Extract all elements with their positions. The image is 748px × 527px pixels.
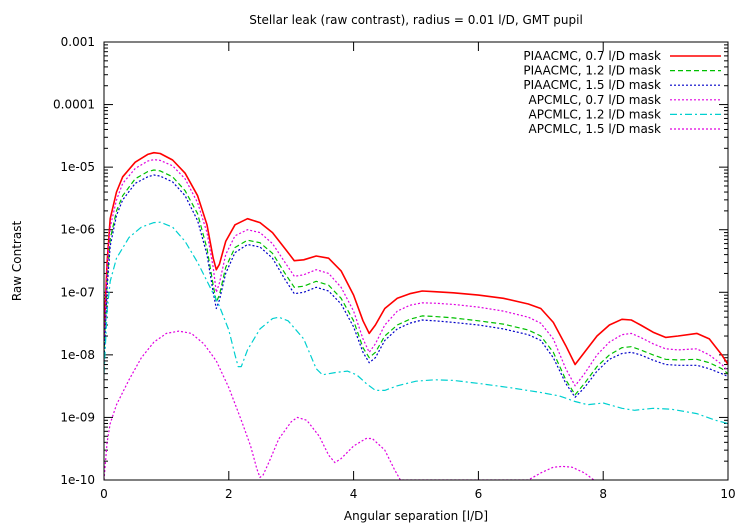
series-line (104, 221, 728, 425)
series-line (104, 151, 728, 366)
series-line (104, 330, 595, 480)
legend-label: APCMLC, 1.2 l/D mask (529, 107, 661, 121)
x-tick-label: 2 (225, 487, 233, 501)
y-tick-label: 1e-09 (60, 410, 95, 424)
legend-label: APCMLC, 1.5 l/D mask (529, 122, 661, 136)
series-line (104, 169, 728, 396)
legend-label: PIAACMC, 1.2 l/D mask (523, 64, 661, 78)
legend-label: PIAACMC, 0.7 l/D mask (523, 49, 661, 63)
series-lines (104, 151, 728, 480)
x-tick-label: 0 (100, 487, 108, 501)
legend-label: PIAACMC, 1.5 l/D mask (523, 78, 661, 92)
series-line (104, 159, 728, 387)
y-tick-label: 0.0001 (53, 98, 95, 112)
plot-frame (103, 41, 729, 481)
y-tick-label: 0.001 (61, 35, 95, 49)
x-axis-label: Angular separation [l/D] (344, 509, 488, 523)
y-tick-label: 1e-07 (60, 285, 95, 299)
x-tick-label: 8 (599, 487, 607, 501)
x-tick-label: 10 (720, 487, 735, 501)
chart-title: Stellar leak (raw contrast), radius = 0.… (249, 13, 583, 27)
x-tick-label: 4 (350, 487, 358, 501)
y-tick-label: 1e-06 (60, 223, 95, 237)
legend-label: APCMLC, 0.7 l/D mask (529, 93, 661, 107)
y-axis-label: Raw Contrast (10, 221, 24, 302)
y-tick-label: 1e-05 (60, 160, 95, 174)
series-line (104, 174, 728, 398)
y-tick-label: 1e-08 (60, 348, 95, 362)
x-tick-label: 6 (475, 487, 483, 501)
y-tick-label: 1e-10 (60, 473, 95, 487)
